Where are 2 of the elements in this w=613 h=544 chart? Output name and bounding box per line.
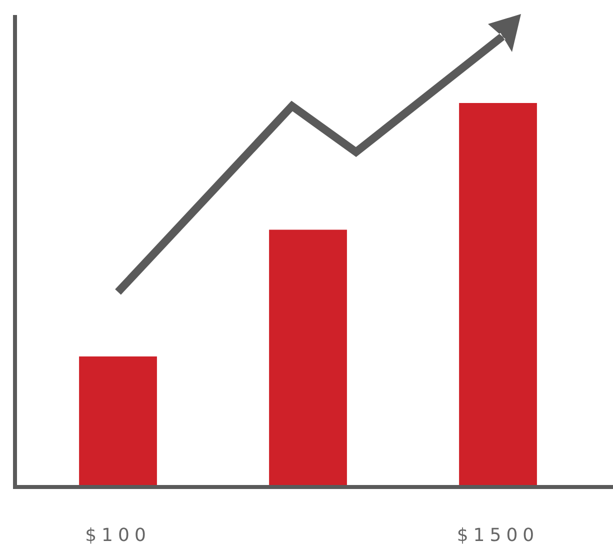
x-tick-label: $100 — [85, 525, 151, 544]
x-tick-label: $1500 — [456, 525, 540, 544]
